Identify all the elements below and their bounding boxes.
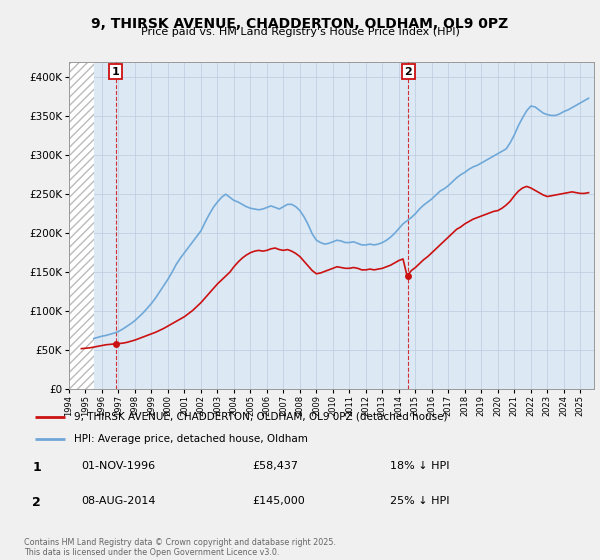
Text: £145,000: £145,000 — [252, 496, 305, 506]
Text: £58,437: £58,437 — [252, 461, 298, 471]
Bar — [69, 62, 94, 389]
Text: Contains HM Land Registry data © Crown copyright and database right 2025.
This d: Contains HM Land Registry data © Crown c… — [24, 538, 336, 557]
Text: 01-NOV-1996: 01-NOV-1996 — [81, 461, 155, 471]
Text: Price paid vs. HM Land Registry's House Price Index (HPI): Price paid vs. HM Land Registry's House … — [140, 27, 460, 38]
Text: 18% ↓ HPI: 18% ↓ HPI — [390, 461, 449, 471]
Text: 2: 2 — [32, 496, 41, 510]
Text: 1: 1 — [32, 461, 41, 474]
Text: 9, THIRSK AVENUE, CHADDERTON, OLDHAM, OL9 0PZ (detached house): 9, THIRSK AVENUE, CHADDERTON, OLDHAM, OL… — [74, 412, 447, 422]
Text: 2: 2 — [404, 67, 412, 77]
Text: 08-AUG-2014: 08-AUG-2014 — [81, 496, 155, 506]
Text: 25% ↓ HPI: 25% ↓ HPI — [390, 496, 449, 506]
Text: 1: 1 — [112, 67, 119, 77]
Text: HPI: Average price, detached house, Oldham: HPI: Average price, detached house, Oldh… — [74, 434, 308, 444]
Text: 9, THIRSK AVENUE, CHADDERTON, OLDHAM, OL9 0PZ: 9, THIRSK AVENUE, CHADDERTON, OLDHAM, OL… — [91, 17, 509, 31]
